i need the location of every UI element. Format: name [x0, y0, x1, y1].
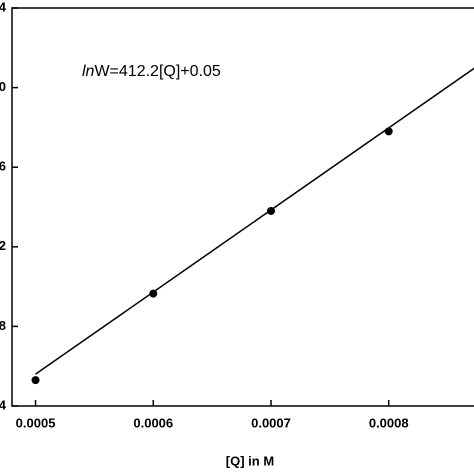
data-point [31, 376, 40, 385]
annotation: lnW=412.2[Q]+0.05 [82, 63, 221, 80]
annotation-text: W=412.2[Q]+0.05 [94, 63, 220, 80]
y-tick-label: 2 [0, 238, 6, 253]
x-tick-label: 0.0008 [369, 415, 409, 430]
y-tick-label: 4 [0, 0, 7, 14]
y-tick-label: 8 [0, 318, 6, 333]
y-tick-label: 4 [0, 397, 7, 412]
data-point [384, 127, 393, 136]
y-tick-label: 6 [0, 159, 6, 174]
data-point [149, 289, 158, 298]
data-point [267, 206, 275, 215]
fit-line [35, 67, 474, 375]
x-axis-label: [Q] in M [226, 453, 274, 468]
x-tick-label: 0.0005 [16, 415, 56, 430]
y-tick-label: 0 [0, 79, 6, 94]
annotation-italic: ln [82, 63, 95, 80]
x-tick-label: 0.0007 [251, 415, 291, 430]
x-tick-label: 0.0006 [133, 415, 173, 430]
